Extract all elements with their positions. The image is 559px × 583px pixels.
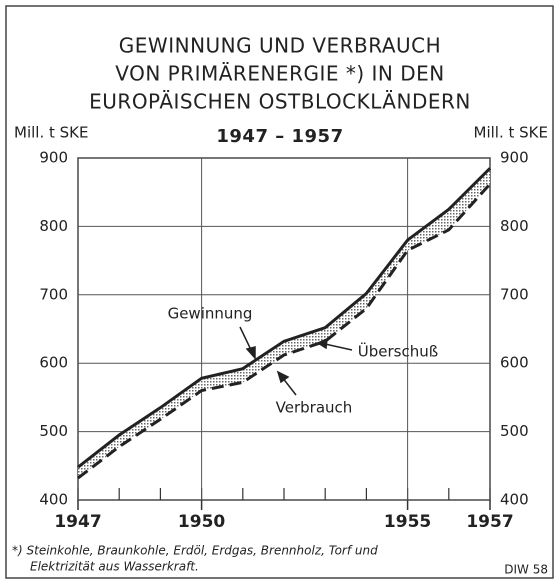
title-line: VON PRIMÄRENERGIE *) IN DEN [115,62,444,86]
footnote: *) Steinkohle, Braunkohle, Erdöl, Erdgas… [12,544,378,558]
plot [77,157,492,510]
footnote: Elektrizität aus Wasserkraft. [30,560,199,574]
y2-tick-label: 900 [500,149,529,167]
subtitle: 1947 – 1957 [216,126,343,147]
x-tick-label: 1957 [466,512,513,532]
annotation: Verbrauch [276,399,353,417]
series-line [77,182,492,480]
y2-tick-label: 500 [500,422,529,440]
x-tick-label: 1950 [178,512,225,532]
y-tick-label: 700 [39,285,68,303]
frame [5,5,554,579]
y2-axis-label: Mill. t SKE [474,124,548,142]
annotation: Überschuß [358,342,438,361]
plot-frame [77,157,491,501]
title-line: EUROPÄISCHEN OSTBLOCKLÄNDERN [89,90,471,114]
surplus-area [78,168,490,479]
y2-tick-label: 600 [500,354,529,372]
arrows [239,326,353,396]
y-tick-label: 500 [39,422,68,440]
y-axis-label: Mill. t SKE [14,124,88,142]
y-tick-label: 900 [39,149,68,167]
y2-tick-label: 700 [500,285,529,303]
y-tick-label: 600 [39,354,68,372]
y-tick-label: 800 [39,217,68,235]
annotation: Gewinnung [168,305,253,323]
x-tick-label: 1947 [54,512,101,532]
x-tick-label: 1955 [384,512,431,532]
y2-tick-label: 800 [500,217,529,235]
title-line: GEWINNUNG UND VERBRAUCH [119,34,441,58]
source: DIW 58 [504,563,548,577]
y2-tick-label: 400 [500,491,529,509]
series-line [77,167,492,469]
y-tick-label: 400 [39,491,68,509]
